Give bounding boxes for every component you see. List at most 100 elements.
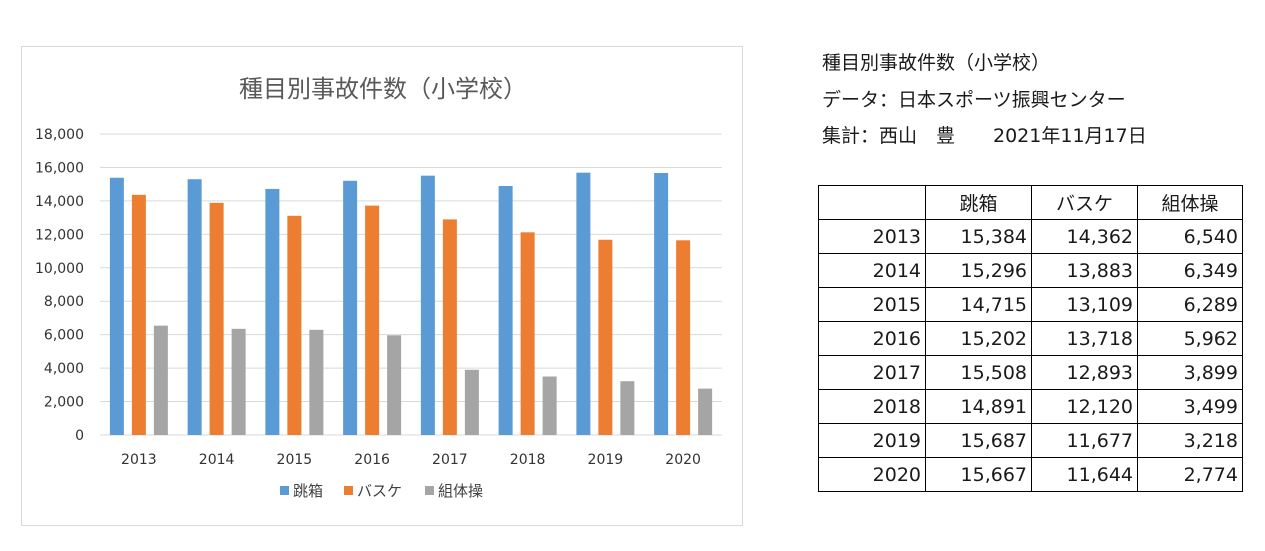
y-tick-label: 16,000 [35,160,84,176]
bar-バスケ-2013 [131,194,146,435]
y-tick-label: 14,000 [35,194,84,210]
y-tick-label: 10,000 [35,261,84,277]
table-cell: 15,384 [925,219,1032,254]
bar-バスケ-2018 [520,232,535,435]
y-tick-label: 8,000 [44,294,84,310]
table-row: 2019 15,687 11,677 3,218 [818,423,1243,458]
table-row: 2013 15,384 14,362 6,540 [818,219,1243,254]
table-cell: 12,893 [1031,355,1138,390]
table-header-row: 跳箱 バスケ 組体操 [818,185,1243,220]
table-cell: 15,667 [925,457,1032,492]
bar-バスケ-2015 [287,215,302,435]
legend-swatch [344,486,353,495]
x-tick-label: 2020 [665,452,701,468]
x-tick-label: 2017 [432,452,468,468]
bar-組体操-2019 [620,381,635,435]
x-tick-label: 2019 [588,452,624,468]
x-tick-label: 2016 [354,452,390,468]
table-cell: 12,120 [1031,389,1138,424]
table-body: 2013 15,384 14,362 6,540 2014 15,296 13,883 6,3… [818,219,1243,492]
table-cell: 15,508 [925,355,1032,390]
x-tick-label: 2013 [121,452,157,468]
bar-組体操-2014 [231,328,246,435]
bar-跳箱-2016 [343,180,358,435]
table-row: 2018 14,891 12,120 3,499 [818,389,1243,424]
info-title: 種目別事故件数（小学校） [822,52,1051,74]
table-cell: 14,891 [925,389,1032,424]
bar-組体操-2013 [153,325,168,435]
bar-組体操-2015 [309,329,324,435]
legend-label: バスケ [357,482,402,500]
y-axis-ticks: 0 2,000 4,000 6,000 8,000 10,000 12,000 14,000 1… [35,127,84,444]
table-header-cell: 組体操 [1137,185,1243,220]
table-row: 2016 15,202 13,718 5,962 [818,321,1243,356]
table-cell: 3,899 [1137,355,1243,390]
table-cell: 11,644 [1031,457,1138,492]
table-header-cell: 跳箱 [925,185,1032,220]
table-cell: 13,109 [1031,287,1138,322]
table-cell: 15,202 [925,321,1032,356]
table-cell: 2018 [818,389,926,424]
table-cell: 3,218 [1137,423,1243,458]
table-header-cell: バスケ [1031,185,1138,220]
bar-バスケ-2014 [209,202,224,435]
bars [109,172,713,435]
table-cell: 6,289 [1137,287,1243,322]
table-cell: 6,540 [1137,219,1243,254]
table-cell: 2016 [818,321,926,356]
table-cell: 13,883 [1031,253,1138,288]
bar-組体操-2018 [542,376,557,435]
bar-組体操-2016 [387,335,402,435]
x-tick-label: 2015 [277,452,313,468]
y-tick-label: 12,000 [35,227,84,243]
bar-跳箱-2015 [265,188,280,435]
bar-跳箱-2019 [576,172,591,435]
legend-swatch [425,486,434,495]
bar-跳箱-2014 [187,179,202,435]
bar-バスケ-2017 [442,219,457,435]
y-tick-label: 0 [75,428,84,444]
table-cell: 15,296 [925,253,1032,288]
legend-label: 組体操 [438,482,483,500]
x-tick-label: 2018 [510,452,546,468]
bar-跳箱-2018 [498,185,513,435]
table-cell: 2017 [818,355,926,390]
y-tick-label: 4,000 [44,361,84,377]
table-cell: 2013 [818,219,926,254]
table-row: 2017 15,508 12,893 3,899 [818,355,1243,390]
chart-container: 種目別事故件数（小学校） 0 2,000 4,000 6,000 8,000 10,000… [21,46,743,526]
bar-バスケ-2016 [365,205,380,435]
bar-バスケ-2019 [598,239,613,435]
table-cell: 14,715 [925,287,1032,322]
legend-swatch [280,486,289,495]
info-source: データ：日本スポーツ振興センター [822,89,1126,111]
table-cell: 2019 [818,423,926,458]
table-header-cell [818,185,926,220]
chart-title: 種目別事故件数（小学校） [239,75,527,103]
bar-組体操-2017 [464,369,479,435]
table-row: 2015 14,715 13,109 6,289 [818,287,1243,322]
table-cell: 11,677 [1031,423,1138,458]
table-row: 2020 15,667 11,644 2,774 [818,457,1243,492]
legend: 跳箱 バスケ 組体操 [280,482,483,500]
table-cell: 13,718 [1031,321,1138,356]
bar-組体操-2020 [698,388,713,435]
table-cell: 14,362 [1031,219,1138,254]
table-cell: 6,349 [1137,253,1243,288]
table-cell: 2014 [818,253,926,288]
x-axis-ticks: 2013 2014 2015 2016 2017 2018 2019 2020 [121,452,701,468]
x-tick-label: 2014 [199,452,235,468]
bar-バスケ-2020 [676,240,691,435]
bar-跳箱-2013 [109,177,124,435]
table-row: 2014 15,296 13,883 6,349 [818,253,1243,288]
bar-chart: 種目別事故件数（小学校） 0 2,000 4,000 6,000 8,000 10,000… [35,75,722,500]
table-cell: 3,499 [1137,389,1243,424]
table-cell: 2020 [818,457,926,492]
info-author-date: 集計：西山 豊 2021年11月17日 [822,125,1147,147]
y-tick-label: 6,000 [44,328,84,344]
y-tick-label: 18,000 [35,127,84,143]
y-tick-label: 2,000 [44,395,84,411]
table-cell: 5,962 [1137,321,1243,356]
table-cell: 2015 [818,287,926,322]
table-cell: 15,687 [925,423,1032,458]
